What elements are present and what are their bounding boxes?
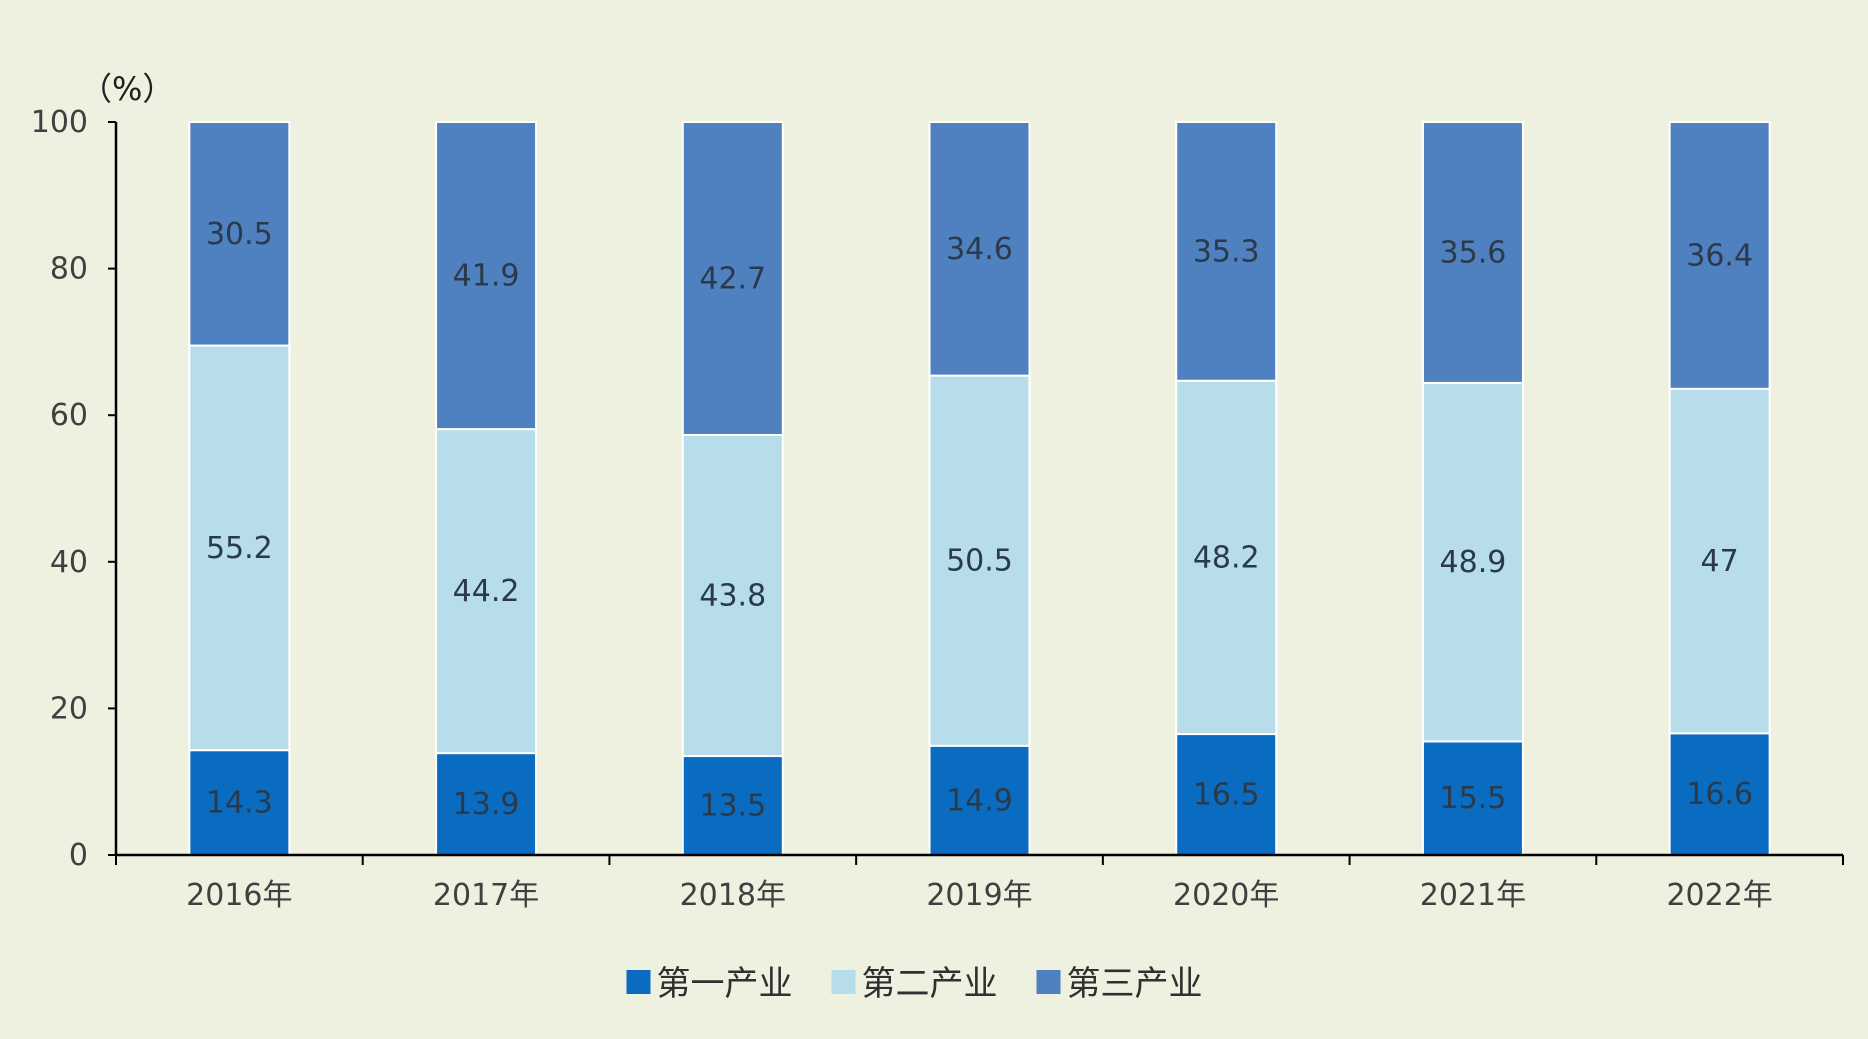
bar-segment — [681, 121, 784, 436]
data-label: 34.6 — [946, 232, 1013, 267]
data-label: 43.8 — [699, 579, 766, 614]
x-tick-label: 2021年 — [1420, 878, 1526, 913]
bar-segment — [928, 374, 1031, 747]
legend-item: 第一产业 — [626, 964, 793, 1004]
bar-segment — [188, 121, 291, 347]
data-label: 41.9 — [453, 259, 520, 294]
y-tick-label: 40 — [50, 545, 88, 580]
bar-segment — [1668, 732, 1771, 857]
x-tick-label: 2017年 — [433, 878, 539, 913]
data-label: 47 — [1701, 544, 1739, 579]
data-label: 44.2 — [453, 574, 520, 609]
legend-item: 第三产业 — [1036, 964, 1203, 1004]
bar-segment — [1421, 381, 1524, 743]
legend-swatch — [831, 970, 856, 994]
x-tick-label: 2022年 — [1666, 878, 1772, 913]
bar-segment — [681, 433, 784, 758]
bar-segment — [188, 749, 291, 857]
x-tick-label: 2016年 — [186, 878, 292, 913]
data-label: 13.9 — [453, 787, 520, 822]
bar-segment — [435, 752, 538, 856]
data-label: 48.9 — [1440, 545, 1507, 580]
bar-segment — [928, 744, 1031, 857]
data-label: 35.3 — [1193, 234, 1260, 269]
bar-segment — [435, 121, 538, 431]
legend-label: 第二产业 — [862, 964, 998, 1004]
y-tick-label: 20 — [50, 691, 88, 726]
data-label: 50.5 — [946, 544, 1013, 579]
bar-segment — [1668, 387, 1771, 735]
legend-swatch — [1036, 970, 1061, 994]
x-tick-label: 2020年 — [1173, 878, 1279, 913]
axes-layer: 2016年 2017年 2018年 2019年 2020年 2021年 2022年 0 20 40… — [31, 105, 1844, 913]
y-tick-label: 80 — [50, 252, 88, 287]
bar-segment — [435, 428, 538, 755]
data-label: 30.5 — [206, 217, 273, 252]
data-label: 14.9 — [946, 783, 1013, 818]
legend-item: 第二产业 — [831, 964, 998, 1004]
y-axis-unit-label: （%） — [80, 70, 174, 108]
data-label: 14.3 — [206, 786, 273, 821]
bar-segment — [928, 121, 1031, 377]
legend-label: 第一产业 — [657, 964, 793, 1004]
data-label: 42.7 — [699, 261, 766, 296]
x-tick-label: 2019年 — [926, 878, 1032, 913]
data-label: 35.6 — [1440, 235, 1507, 270]
data-label: 16.6 — [1686, 777, 1753, 812]
y-tick-label: 100 — [31, 105, 88, 140]
data-label: 15.5 — [1440, 781, 1507, 816]
legend-swatch — [626, 970, 651, 994]
x-tick-label: 2018年 — [680, 878, 786, 913]
data-label: 13.5 — [699, 789, 766, 824]
legend: 第一产业 第二产业 第三产业 — [626, 964, 1203, 1004]
bar-segment — [1668, 121, 1771, 390]
bar-segment — [1175, 121, 1278, 382]
data-label: 55.2 — [206, 531, 273, 566]
bar-segment — [188, 344, 291, 752]
data-label: 36.4 — [1686, 238, 1753, 273]
y-tick-label: 0 — [69, 838, 88, 873]
data-label: 16.5 — [1193, 778, 1260, 813]
data-label: 48.2 — [1193, 540, 1260, 575]
bar-segment — [1421, 740, 1524, 857]
legend-label: 第三产业 — [1067, 964, 1203, 1004]
bars-layer: 14.3 55.2 30.5 13.9 44.2 41.9 13.5 43.8 42.7 14.9… — [188, 121, 1771, 857]
bar-segment — [1421, 121, 1524, 384]
y-tick-label: 60 — [50, 398, 88, 433]
